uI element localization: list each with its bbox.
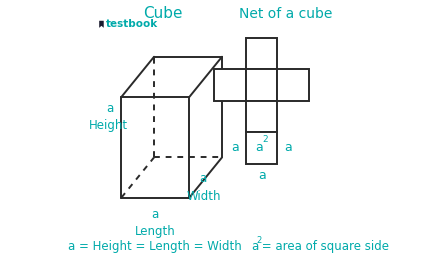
Text: Cube: Cube <box>143 6 182 22</box>
Text: testbook: testbook <box>106 19 159 29</box>
Text: Width: Width <box>186 190 221 203</box>
Bar <box>214 69 246 101</box>
Text: Length: Length <box>135 225 176 238</box>
Bar <box>246 69 278 101</box>
Polygon shape <box>99 21 104 28</box>
Text: a: a <box>152 208 159 220</box>
Text: Net of a cube: Net of a cube <box>239 7 333 21</box>
Text: a: a <box>285 142 292 154</box>
Text: 2: 2 <box>257 236 262 245</box>
Text: = area of square side: = area of square side <box>258 240 389 253</box>
Bar <box>246 101 278 132</box>
Text: a: a <box>107 102 114 115</box>
Text: a: a <box>258 168 266 182</box>
Text: a = Height = Length = Width: a = Height = Length = Width <box>68 240 242 253</box>
Text: a: a <box>252 240 259 253</box>
Bar <box>246 38 278 69</box>
Text: Height: Height <box>88 120 127 132</box>
Text: a: a <box>231 142 239 154</box>
Text: 2: 2 <box>262 135 268 144</box>
Bar <box>246 132 278 164</box>
Bar <box>278 69 309 101</box>
Text: a: a <box>199 172 207 185</box>
Text: a: a <box>256 142 263 154</box>
